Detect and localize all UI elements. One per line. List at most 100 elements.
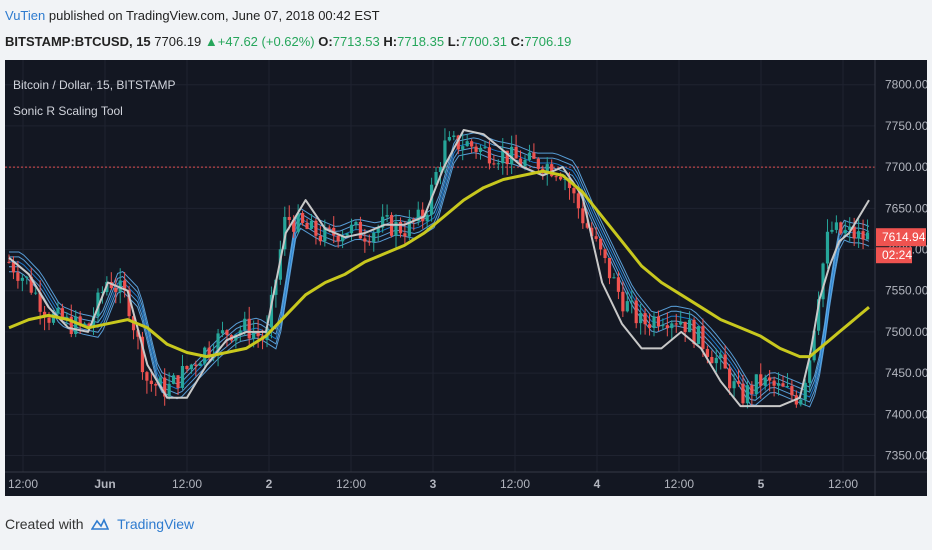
candle-body bbox=[443, 140, 447, 168]
candle-body bbox=[421, 209, 425, 222]
candle-body bbox=[763, 377, 767, 386]
slow-ma-line bbox=[8, 169, 870, 359]
candle-body bbox=[416, 209, 420, 222]
candle-body bbox=[630, 300, 634, 302]
y-tick-label: 7750.00 bbox=[885, 119, 927, 133]
candle-body bbox=[216, 333, 220, 354]
indicator-name[interactable]: Sonic R Scaling Tool bbox=[13, 104, 123, 118]
candle-body bbox=[776, 383, 781, 386]
candle-body bbox=[625, 301, 629, 312]
candle-body bbox=[425, 214, 429, 222]
candle-body bbox=[683, 321, 687, 333]
candle-body bbox=[163, 377, 167, 397]
candle-body bbox=[736, 381, 741, 384]
candle-body bbox=[363, 238, 367, 242]
x-tick-label: 12:00 bbox=[828, 477, 858, 491]
candle-body bbox=[318, 235, 322, 242]
symbol-label: BITSTAMP:BTCUSD, 15 bbox=[5, 34, 151, 49]
candle-body bbox=[719, 354, 723, 358]
candle-body bbox=[572, 188, 576, 194]
candle-body bbox=[109, 281, 113, 289]
candle-body bbox=[834, 222, 838, 230]
candle-body bbox=[456, 135, 460, 150]
candle-body bbox=[808, 360, 812, 383]
candle-body bbox=[741, 383, 745, 404]
quote-bar: BITSTAMP:BTCUSD, 15 7706.19 ▲+47.62 (+0.… bbox=[5, 34, 571, 49]
candle-body bbox=[496, 163, 500, 165]
candle-body bbox=[29, 276, 33, 293]
candle-body bbox=[781, 383, 785, 387]
chart-canvas[interactable]: 7350.007400.007450.007500.007550.007600.… bbox=[5, 60, 929, 496]
open-label: O: bbox=[318, 34, 333, 49]
last-price-tag bbox=[876, 228, 926, 247]
candle-body bbox=[839, 222, 843, 234]
candle-body bbox=[483, 147, 487, 149]
candle-body bbox=[434, 171, 438, 185]
candle-body bbox=[381, 216, 385, 228]
candle-body bbox=[674, 323, 678, 325]
candle-body bbox=[474, 146, 478, 152]
candle-body bbox=[585, 223, 589, 228]
candle-body bbox=[167, 383, 171, 397]
candle-body bbox=[603, 249, 607, 259]
candle-body bbox=[705, 348, 709, 357]
publish-text: published on TradingView.com, June 07, 2… bbox=[48, 8, 380, 23]
x-tick-label: 12:00 bbox=[500, 477, 530, 491]
y-tick-label: 7400.00 bbox=[885, 407, 927, 421]
candle-body bbox=[238, 330, 242, 335]
candle-body bbox=[799, 399, 803, 405]
candle-body bbox=[745, 385, 750, 404]
y-tick-label: 7500.00 bbox=[885, 325, 927, 339]
candle-body bbox=[647, 324, 652, 328]
open-value: 7713.53 bbox=[332, 34, 380, 49]
candle-body bbox=[25, 276, 29, 278]
candle-body bbox=[523, 159, 527, 167]
candle-body bbox=[438, 167, 443, 172]
candle-body bbox=[545, 164, 549, 174]
candle-body bbox=[83, 323, 87, 325]
candle-body bbox=[189, 364, 193, 370]
candle-body bbox=[812, 330, 816, 361]
created-with-text: Created with bbox=[5, 516, 84, 532]
close-value: 7706.19 bbox=[524, 34, 572, 49]
candle-body bbox=[20, 277, 24, 281]
candle-body bbox=[661, 325, 665, 327]
candle-body bbox=[78, 316, 82, 324]
candle-body bbox=[394, 222, 398, 236]
candle-body bbox=[38, 292, 42, 312]
candle-body bbox=[207, 347, 211, 356]
candle-body bbox=[7, 261, 11, 263]
x-tick-label: 12:00 bbox=[336, 477, 366, 491]
candle-body bbox=[300, 212, 305, 223]
publish-info: VuTien published on TradingView.com, Jun… bbox=[5, 8, 380, 23]
candle-body bbox=[123, 280, 127, 291]
candle-body bbox=[385, 215, 389, 217]
candle-body bbox=[358, 221, 363, 239]
candle-body bbox=[287, 216, 291, 221]
candle-body bbox=[616, 277, 621, 292]
tradingview-brand-link[interactable]: TradingView bbox=[117, 516, 195, 532]
candle-body bbox=[759, 374, 763, 386]
candle-body bbox=[140, 336, 145, 373]
candle-body bbox=[612, 277, 616, 279]
candle-body bbox=[785, 386, 790, 388]
high-label: H: bbox=[383, 34, 398, 49]
candle-body bbox=[501, 150, 505, 164]
candle-body bbox=[336, 235, 340, 242]
price-chart[interactable]: 7350.007400.007450.007500.007550.007600.… bbox=[5, 60, 929, 496]
candle-body bbox=[487, 147, 492, 164]
candle-body bbox=[296, 212, 300, 232]
candle-body bbox=[656, 316, 661, 327]
candle-body bbox=[576, 193, 580, 209]
ema-band-line bbox=[9, 147, 870, 403]
candle-body bbox=[687, 319, 692, 333]
candle-body bbox=[87, 323, 91, 327]
candle-body bbox=[670, 323, 674, 329]
x-tick-label: 4 bbox=[594, 477, 601, 491]
candle-body bbox=[452, 135, 456, 137]
candle-body bbox=[527, 152, 532, 160]
candle-body bbox=[198, 363, 202, 366]
candle-body bbox=[69, 316, 73, 334]
candle-body bbox=[47, 317, 51, 323]
author-link[interactable]: VuTien bbox=[5, 8, 46, 23]
